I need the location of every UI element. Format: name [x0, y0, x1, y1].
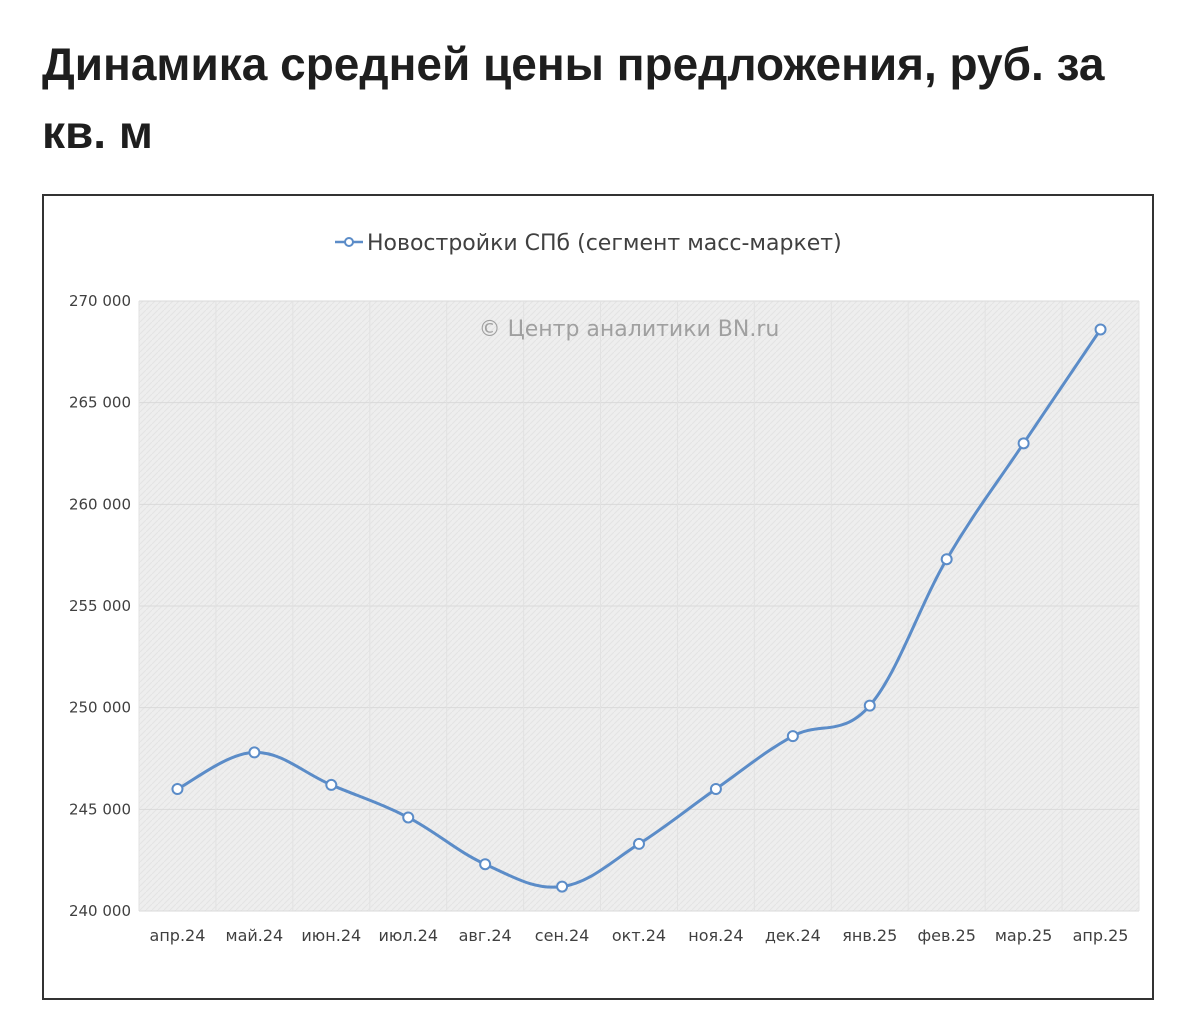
x-tick-label: окт.24 [612, 926, 666, 945]
data-point [402, 811, 415, 824]
x-tick-label: мар.25 [995, 926, 1052, 945]
x-tick-label: янв.25 [842, 926, 897, 945]
data-point [940, 553, 953, 566]
series-novostroyki [171, 323, 1107, 893]
chart-legend: Новостройки СПб (сегмент масс-маркет) [335, 231, 842, 256]
page-title: Динамика средней цены предложения, руб. … [42, 38, 1105, 158]
data-point [479, 858, 492, 871]
y-tick-label: 260 000 [69, 495, 131, 513]
y-tick-label: 270 000 [69, 292, 131, 310]
x-tick-label: ноя.24 [688, 926, 743, 945]
x-tick-label: июл.24 [378, 926, 438, 945]
data-point [171, 783, 184, 795]
data-point [863, 699, 876, 712]
chart-frame: © Центр аналитики BN.ru Новостройки СПб … [42, 194, 1154, 1000]
x-tick-label: фев.25 [917, 926, 975, 945]
y-tick-label: 255 000 [69, 597, 131, 615]
x-tick-label: июн.24 [301, 926, 361, 945]
legend-point-marker [344, 237, 354, 247]
chart-watermark: © Центр аналитики BN.ru [479, 317, 780, 342]
data-point [1017, 437, 1030, 450]
data-point [1094, 323, 1107, 336]
data-point [325, 778, 338, 791]
y-tick-label: 265 000 [69, 394, 131, 412]
x-tick-label: сен.24 [535, 926, 590, 945]
x-tick-label: авг.24 [459, 926, 512, 945]
legend-label: Новостройки СПб (сегмент масс-маркет) [367, 231, 842, 256]
y-axis: 240 000 245 000 250 000 255 000 260 000 265 0… [69, 292, 131, 920]
y-tick-label: 245 000 [69, 800, 131, 818]
grid-lines [138, 300, 1140, 912]
x-tick-label: май.24 [226, 926, 284, 945]
x-tick-label: апр.24 [150, 926, 206, 945]
data-point [556, 880, 569, 893]
y-tick-label: 240 000 [69, 902, 131, 920]
data-point [248, 746, 261, 759]
x-tick-label: дек.24 [765, 926, 821, 945]
line-chart: © Центр аналитики BN.ru Новостройки СПб … [69, 231, 1140, 945]
data-point [786, 730, 799, 743]
x-tick-label: апр.25 [1073, 926, 1129, 945]
x-axis: апр.24 май.24 июн.24 июл.24 авг.24 сен.24 окт.… [150, 926, 1129, 945]
data-point [633, 837, 645, 850]
y-tick-label: 250 000 [69, 699, 131, 717]
data-point [709, 783, 722, 795]
